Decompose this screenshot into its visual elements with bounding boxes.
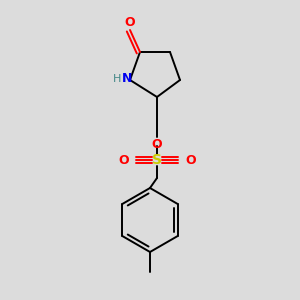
Text: S: S	[152, 153, 162, 167]
Text: O: O	[118, 154, 129, 166]
Text: H: H	[113, 74, 121, 84]
Text: N: N	[122, 73, 132, 85]
Text: O: O	[152, 138, 162, 151]
Text: O: O	[185, 154, 196, 166]
Text: O: O	[125, 16, 135, 28]
